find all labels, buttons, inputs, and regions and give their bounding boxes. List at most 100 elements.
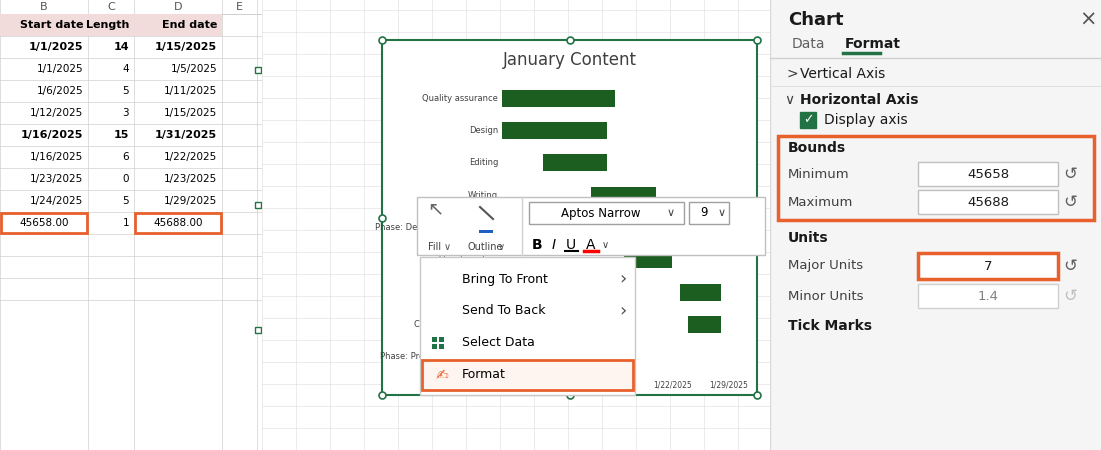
Text: C: C	[107, 2, 115, 12]
Text: Start date: Start date	[20, 20, 83, 30]
Text: Data: Data	[792, 37, 826, 51]
Bar	[432, 337, 437, 342]
Text: 1/15/2025: 1/15/2025	[596, 380, 635, 389]
Text: 1.4: 1.4	[978, 289, 999, 302]
Text: E: E	[236, 2, 243, 12]
Text: 5: 5	[122, 86, 129, 96]
Text: B: B	[41, 2, 47, 12]
Bar	[0, 14, 222, 36]
Bar	[1, 213, 87, 233]
Text: Minimum: Minimum	[788, 167, 850, 180]
Bar	[502, 90, 615, 107]
Text: Tick Marks: Tick Marks	[788, 319, 872, 333]
Text: Display axis: Display axis	[824, 113, 907, 127]
Bar	[417, 197, 765, 255]
Text: Quality assurance: Quality assurance	[422, 94, 498, 103]
Text: >: >	[786, 67, 797, 81]
Text: 7: 7	[984, 260, 992, 273]
Bar	[623, 252, 672, 268]
Text: 1/1/2025: 1/1/2025	[486, 380, 519, 389]
Text: 1/16/2025: 1/16/2025	[21, 130, 83, 140]
Text: U: U	[566, 238, 576, 252]
Text: Maximum: Maximum	[788, 195, 853, 208]
Text: ∨: ∨	[718, 208, 726, 218]
Text: 1/5/2025: 1/5/2025	[171, 64, 217, 74]
Text: ∨: ∨	[667, 208, 675, 218]
Text: D: D	[174, 2, 183, 12]
Text: ›: ›	[620, 302, 626, 320]
Bar	[422, 360, 633, 390]
Text: ✓: ✓	[803, 113, 814, 126]
Text: ∨: ∨	[444, 242, 450, 252]
Text: Aptos Narrow: Aptos Narrow	[562, 207, 641, 220]
Text: 1/11/2025: 1/11/2025	[164, 86, 217, 96]
Bar	[689, 202, 729, 224]
Text: 9: 9	[700, 207, 708, 220]
Text: 1/22/2025: 1/22/2025	[653, 380, 691, 389]
Text: Storyboarding: Storyboarding	[438, 255, 498, 264]
Text: Minor Units: Minor Units	[788, 289, 863, 302]
Bar	[528, 202, 684, 224]
Text: ∨: ∨	[784, 93, 794, 107]
Bar	[382, 40, 757, 395]
Text: Vertical Axis: Vertical Axis	[800, 67, 885, 81]
Text: Send To Back: Send To Back	[462, 305, 545, 318]
Bar	[800, 112, 816, 128]
Text: Phase: Preliminary research: Phase: Preliminary research	[380, 352, 498, 361]
Text: Phase: Deliverable execution: Phase: Deliverable execution	[375, 223, 498, 232]
Text: End date: End date	[162, 20, 217, 30]
Bar	[918, 284, 1058, 308]
Text: 6: 6	[122, 152, 129, 162]
Text: ∨: ∨	[601, 240, 609, 250]
Bar	[543, 154, 608, 171]
Text: 45658: 45658	[967, 167, 1009, 180]
Text: 3: 3	[122, 108, 129, 118]
Text: 1/29/2025: 1/29/2025	[709, 380, 749, 389]
Bar	[918, 190, 1058, 214]
Text: 1/31/2025: 1/31/2025	[164, 218, 217, 228]
Text: 1/23/2025: 1/23/2025	[164, 174, 217, 184]
Text: Chart: Chart	[788, 11, 843, 29]
Text: Format: Format	[462, 369, 505, 382]
Text: 1/15/2025: 1/15/2025	[164, 108, 217, 118]
Text: 1/24/2025: 1/24/2025	[30, 196, 83, 206]
Text: Design: Design	[469, 126, 498, 135]
Bar	[918, 253, 1058, 279]
Text: Bounds: Bounds	[788, 141, 847, 155]
Text: 14: 14	[113, 42, 129, 52]
Text: I: I	[552, 238, 556, 252]
Bar	[591, 187, 656, 203]
Text: 1/30/2025: 1/30/2025	[30, 218, 83, 228]
Text: B: B	[532, 238, 543, 252]
Text: 1/23/2025: 1/23/2025	[30, 174, 83, 184]
Bar	[432, 344, 437, 349]
Text: 4: 4	[122, 64, 129, 74]
Text: 1/31/2025: 1/31/2025	[155, 130, 217, 140]
Text: ›: ›	[620, 270, 626, 288]
Bar	[502, 122, 608, 139]
Bar	[419, 257, 635, 395]
Text: Writing: Writing	[468, 191, 498, 200]
Text: ✍: ✍	[436, 368, 448, 382]
Text: 1/8/2025: 1/8/2025	[542, 380, 576, 389]
Text: ×: ×	[1079, 10, 1097, 30]
Text: 5: 5	[122, 196, 129, 206]
Bar	[778, 136, 1094, 220]
Text: A: A	[586, 238, 596, 252]
Text: 45688: 45688	[967, 195, 1009, 208]
Bar	[680, 284, 721, 301]
Text: 1: 1	[122, 218, 129, 228]
Bar	[439, 344, 444, 349]
Text: 1/12/2025: 1/12/2025	[30, 108, 83, 118]
Text: Length: Length	[86, 20, 129, 30]
Text: 45688.00: 45688.00	[153, 218, 203, 228]
Bar	[439, 337, 444, 342]
Text: January Content: January Content	[502, 51, 636, 69]
Text: Outline: Outline	[467, 242, 503, 252]
Text: Units: Units	[788, 231, 829, 245]
Text: Fill: Fill	[428, 242, 442, 252]
Text: ↺: ↺	[1064, 193, 1077, 211]
Text: 1/22/2025: 1/22/2025	[164, 152, 217, 162]
Text: ↺: ↺	[1064, 165, 1077, 183]
Text: Bring To Front: Bring To Front	[462, 273, 548, 285]
